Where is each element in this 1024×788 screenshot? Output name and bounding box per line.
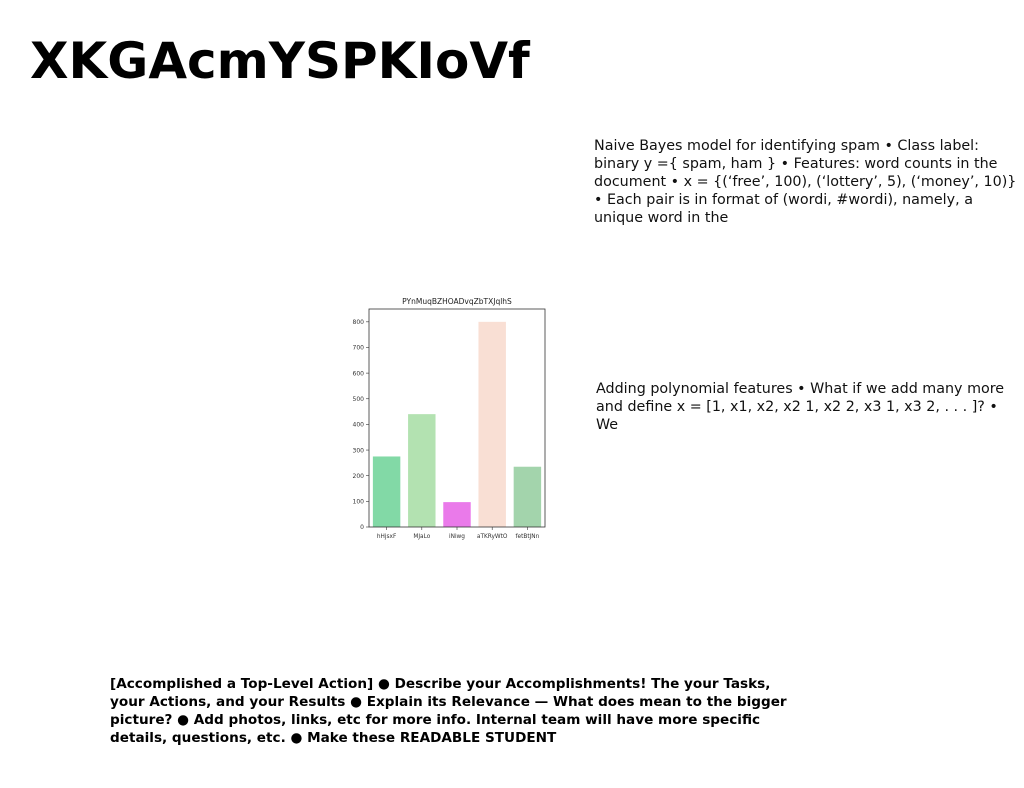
y-tick-label: 600	[353, 370, 365, 377]
bar-hHjsxF	[372, 456, 401, 527]
y-tick-label: 0	[360, 524, 364, 531]
x-tick-label: iNiwg	[449, 534, 465, 540]
page-title: XKGAcmYSPKIoVf	[30, 32, 530, 90]
y-tick-label: 400	[353, 422, 365, 429]
x-tick-label: MJaLo	[413, 534, 430, 540]
bar-MJaLo	[408, 414, 436, 527]
accomplishment-text: [Accomplished a Top-Level Action] ● Desc…	[110, 676, 787, 746]
y-tick-label: 800	[353, 319, 365, 326]
bar-chart-svg: PYnMuqBZHOADvqZbTXJqlhS 0 100 200 300 400 500…	[353, 297, 546, 540]
x-tick-label: hHjsxF	[377, 534, 396, 540]
bar-aTKRyWtO	[478, 321, 506, 527]
x-tick-label: fetBtJNn	[515, 534, 539, 540]
y-tick-label: 200	[353, 473, 365, 480]
naive-bayes-text: Naive Bayes model for identifying spam •…	[594, 138, 1017, 226]
bar-iNiwg	[443, 502, 471, 527]
x-tick-label: aTKRyWtO	[477, 534, 508, 540]
y-tick-label: 300	[353, 447, 365, 454]
plot-frame	[368, 308, 546, 528]
chart-title: PYnMuqBZHOADvqZbTXJqlhS	[402, 297, 512, 306]
bar-fetBtJNn	[513, 466, 542, 527]
polynomial-features-text: Adding polynomial features • What if we …	[596, 381, 1005, 433]
bar-chart: PYnMuqBZHOADvqZbTXJqlhS 0 100 200 300 400 500…	[340, 290, 560, 550]
y-tick-label: 100	[353, 499, 365, 506]
y-tick-label: 500	[353, 396, 365, 403]
y-tick-label: 700	[353, 345, 365, 352]
